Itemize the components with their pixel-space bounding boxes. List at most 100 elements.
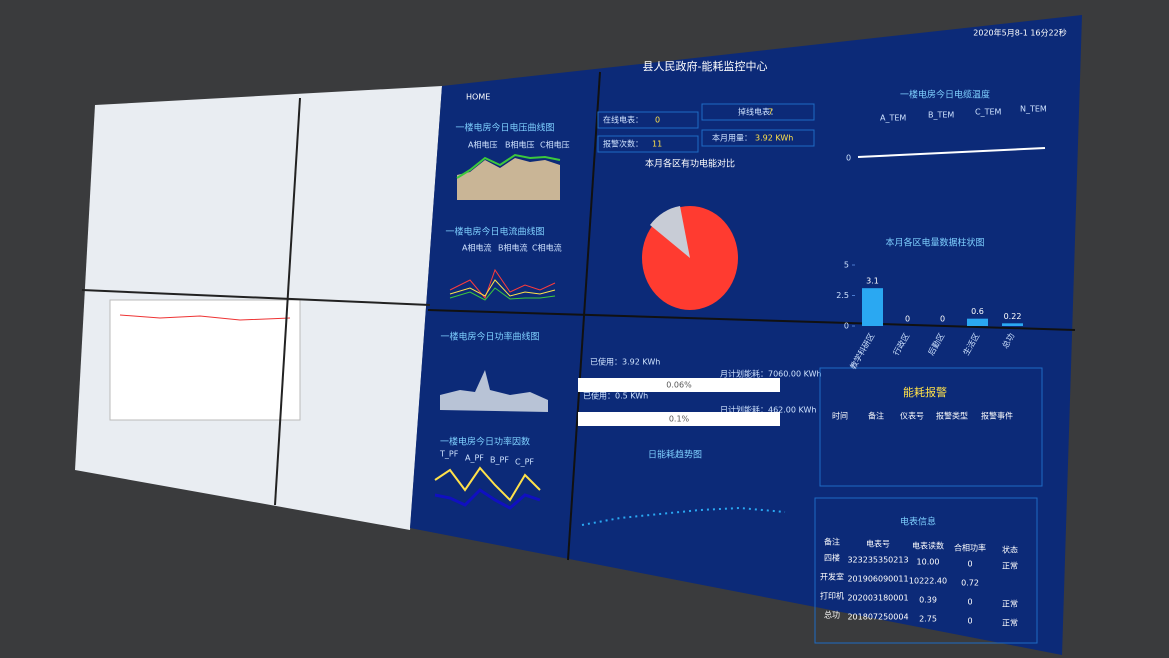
window-chart	[109, 299, 301, 421]
stat-label: 报警次数：	[603, 139, 643, 149]
meter-header: 电表读数	[912, 541, 944, 551]
legend: A相电压	[468, 140, 497, 150]
window-line	[119, 314, 291, 321]
legend: A_TEM	[880, 114, 906, 123]
meter-title: 电表信息	[900, 516, 936, 528]
pie-slice	[650, 206, 690, 258]
value-label: 3.1	[866, 277, 879, 286]
meter-cell: 202003180001	[847, 594, 908, 603]
dashboard	[410, 15, 1082, 655]
panel-title: 一楼电房今日功率曲线图	[440, 331, 539, 343]
meter-cell: 四楼	[824, 553, 840, 563]
bar	[862, 288, 883, 326]
legend: T_PF	[439, 450, 459, 459]
alarm-header: 备注	[868, 411, 884, 421]
progress-label: 0.06%	[666, 381, 692, 390]
chart-title: 本月各区电量数据柱状图	[885, 237, 984, 249]
y-tick: 0	[846, 154, 851, 163]
progress	[578, 378, 780, 392]
meter-header: 合相功率	[954, 543, 986, 553]
legend: C相电压	[540, 140, 570, 150]
usage: 已使用：0.5 KWh	[583, 391, 648, 401]
y-tick-label: 0	[844, 322, 849, 331]
meter-cell: 323235350213	[847, 556, 908, 565]
legend: B_PF	[490, 456, 509, 465]
legend: C_PF	[515, 458, 534, 467]
title: 县人民政府-能耗监控中心	[643, 59, 768, 73]
line	[449, 287, 556, 301]
legend: C_TEM	[975, 108, 1002, 117]
usage: 月计划能耗：7060.00 KWh	[720, 369, 822, 379]
bezel	[81, 289, 431, 306]
stats	[597, 103, 815, 153]
line	[449, 279, 556, 297]
alarm-header: 时间	[832, 411, 848, 421]
alarm-box	[819, 367, 1043, 487]
bar	[1002, 323, 1023, 326]
alarm-header: 报警事件	[981, 411, 1013, 421]
bezel	[274, 97, 301, 506]
legend: N_TEM	[1020, 105, 1047, 114]
legend: B_TEM	[928, 111, 954, 120]
alarm-headers: 时间 备注 仪表号 报警类型 报警事件	[832, 411, 1013, 421]
pie-title: 本月各区有功电能对比	[645, 158, 735, 170]
line	[434, 488, 541, 510]
progress-label: 0.1%	[669, 415, 690, 424]
meter-header: 状态	[1002, 545, 1018, 555]
progress	[578, 412, 780, 426]
panel-title: 日能耗趋势图	[648, 449, 702, 461]
stat-value: 7	[768, 108, 773, 117]
value-label: 0.22	[1004, 312, 1022, 321]
stat-label: 本月用量：	[712, 133, 752, 143]
panel-title: 一楼电房今日功率因数	[440, 436, 530, 448]
legend: A_PF	[465, 454, 484, 463]
area	[440, 370, 548, 412]
line	[434, 466, 541, 502]
meter-cell: 正常	[1002, 600, 1018, 609]
panel-title: 一楼电房今日电缆温度	[900, 89, 990, 101]
meter-cell: 0	[967, 560, 972, 569]
bezel	[567, 71, 601, 561]
alarm-title: 能耗报警	[903, 385, 947, 399]
panel-title: 一楼电房今日电压曲线图	[455, 122, 554, 134]
meter-cell: 201906090011	[847, 575, 908, 584]
line	[449, 268, 556, 299]
value-label: 0.6	[971, 307, 984, 316]
area	[457, 158, 560, 200]
value-label: 0	[905, 315, 910, 324]
legend: A相电流	[462, 243, 491, 253]
meter-box	[814, 497, 1038, 644]
legend: C相电流	[532, 243, 562, 253]
legend: B相电流	[498, 243, 528, 253]
meter-cell: 10222.40	[909, 577, 947, 586]
stat-label: 掉线电表：	[738, 107, 778, 117]
meter-header: 备注	[824, 537, 840, 547]
meter-cell: 0	[967, 598, 972, 607]
meter-cell: 0.72	[961, 579, 979, 588]
usage: 日计划能耗：462.00 KWh	[720, 405, 816, 415]
usage: 已使用：3.92 KWh	[590, 357, 660, 367]
y-tick-label: 2.5	[836, 291, 849, 300]
meter-header: 电表号	[866, 539, 890, 549]
meter-cell: 正常	[1002, 562, 1018, 571]
meter-cell: 2.75	[919, 615, 937, 624]
bezel	[427, 309, 1076, 331]
meter-cell: 开发室	[820, 572, 844, 582]
meter-cell: 正常	[1002, 619, 1018, 628]
panel-title: 一楼电房今日电流曲线图	[445, 226, 544, 238]
meter-cell: 打印机	[820, 591, 844, 601]
alarm-header: 仪表号	[900, 411, 924, 421]
datetime: 2020年5月8-1 16分22秒	[973, 28, 1066, 38]
bar	[967, 318, 988, 326]
stat-value: 0	[655, 116, 660, 125]
meter-cell: 0.39	[919, 596, 937, 605]
home: HOME	[466, 93, 490, 102]
value-label: 0	[940, 315, 945, 324]
meter-cell: 0	[967, 617, 972, 626]
line	[456, 153, 561, 179]
legend: B相电压	[505, 140, 535, 150]
alarm-header: 报警类型	[936, 411, 968, 421]
